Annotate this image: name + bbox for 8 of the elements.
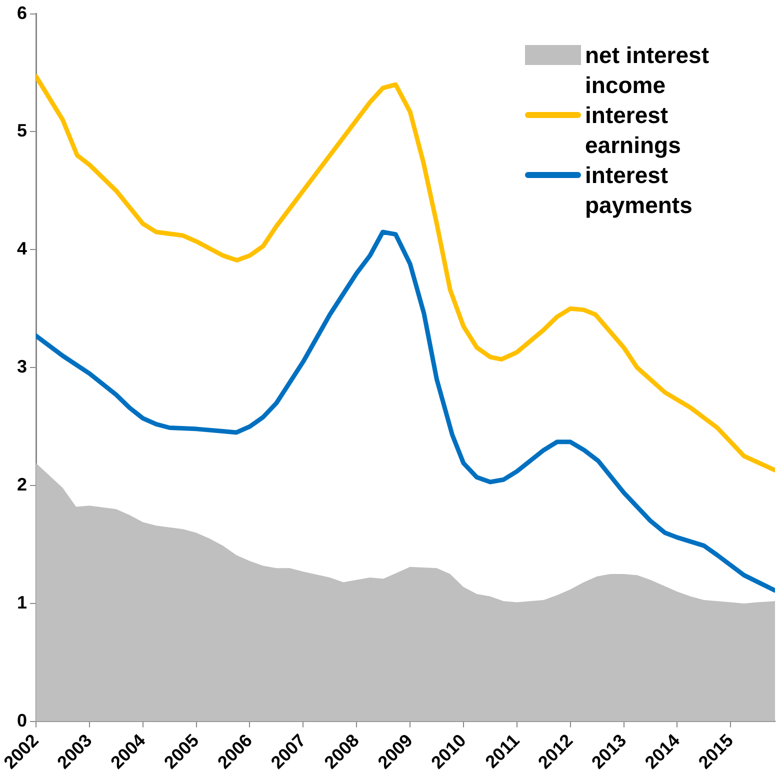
y-tick-label: 6	[16, 2, 28, 23]
y-tick-label: 1	[16, 592, 28, 612]
y-tick-label: 3	[16, 356, 28, 377]
y-tick-label: 4	[16, 238, 28, 259]
y-tick-label: 2	[16, 474, 28, 495]
y-tick-label: 5	[16, 120, 28, 141]
y-tick-label: 0	[16, 710, 28, 730]
legend-label: interest payments	[585, 161, 694, 220]
